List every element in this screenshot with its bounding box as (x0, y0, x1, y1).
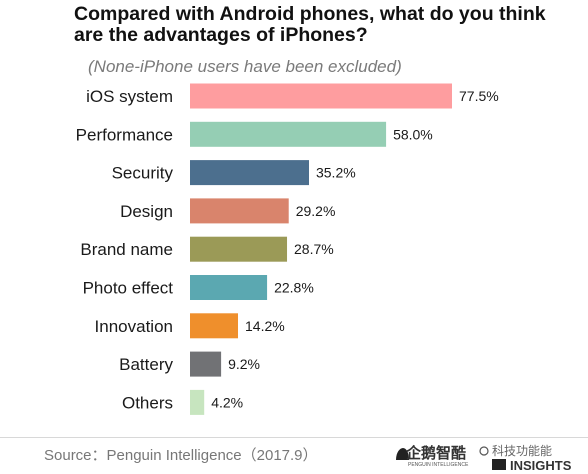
category-label: Others (122, 393, 173, 412)
source-note: Source：Penguin Intelligence（2017.9） (44, 447, 318, 464)
value-label: 9.2% (228, 356, 260, 372)
value-label: 22.8% (274, 280, 314, 296)
category-label: Battery (119, 355, 173, 374)
chart-subtitle: (None-iPhone users have been excluded) (88, 57, 402, 76)
category-label: Photo effect (83, 279, 174, 298)
value-label: 4.2% (211, 394, 243, 410)
value-label: 35.2% (316, 165, 356, 181)
bar (190, 121, 387, 147)
bar (190, 83, 452, 109)
category-label: Security (112, 164, 174, 183)
penguin-intelligence-logo: 企鹅智酷 PENGUIN INTELLIGENCE (396, 444, 469, 468)
value-label: 29.2% (296, 203, 336, 219)
value-label: 14.2% (245, 318, 285, 334)
logo-sub-text: PENGUIN INTELLIGENCE (408, 462, 469, 468)
category-label: Design (120, 202, 173, 221)
bar (190, 198, 289, 224)
category-label: Brand name (80, 240, 173, 259)
category-label: Performance (76, 125, 173, 144)
insights-logo: 科技功能能 INSIGHTS (479, 444, 572, 472)
category-label: Innovation (95, 317, 173, 336)
value-label: 77.5% (459, 88, 499, 104)
value-label: 58.0% (393, 126, 433, 142)
penguin-icon (396, 448, 409, 460)
category-label: iOS system (86, 87, 173, 106)
wechat-icon (479, 446, 489, 456)
insights-text: INSIGHTS (510, 458, 572, 472)
footer-divider (0, 437, 588, 438)
watermark-text: 科技功能能 (492, 444, 552, 458)
logo-chinese-text: 企鹅智酷 (405, 444, 466, 462)
bar (190, 313, 239, 339)
chart-title: Compared with Android phones, what do yo… (74, 3, 546, 46)
bar (190, 389, 205, 415)
bar (190, 160, 309, 186)
bar (190, 275, 268, 300)
bar-chart: iOS system 77.5% Performance 58.0% Security 3… (76, 83, 499, 415)
bar (190, 351, 222, 377)
bar (190, 236, 288, 262)
insights-mark-icon (492, 459, 506, 470)
value-label: 28.7% (294, 241, 334, 257)
